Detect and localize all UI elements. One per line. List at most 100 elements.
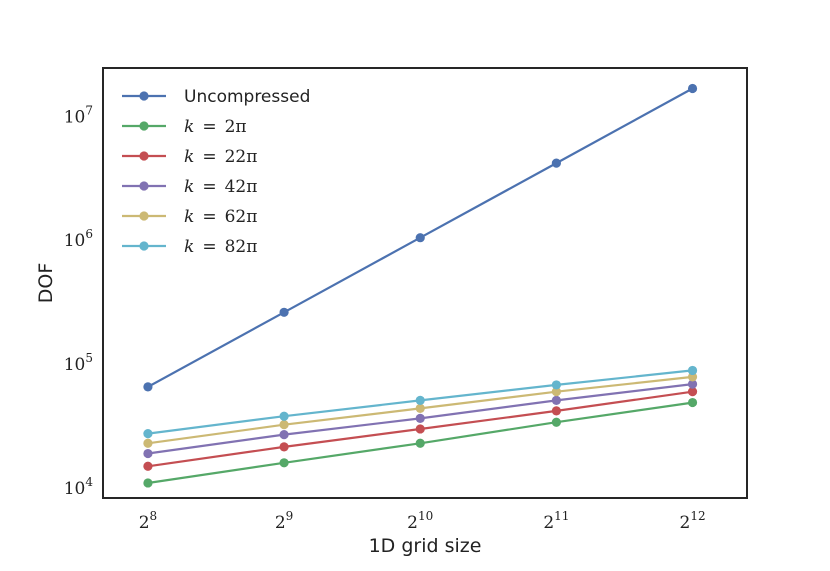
legend-label-eq-5: = <box>202 237 216 257</box>
x-tick-label-0-exponent: 8 <box>150 509 158 523</box>
data-point-4-0 <box>143 438 153 448</box>
legend-label-3: k = 42π <box>184 177 257 197</box>
legend-label-1: k = 2π <box>184 117 247 137</box>
x-tick-label-2-base: 2 <box>407 513 418 533</box>
series-5 <box>143 365 698 439</box>
data-point-4-1 <box>279 420 289 430</box>
legend-item-3: k = 42π <box>122 177 257 197</box>
legend-label-eq-1: = <box>202 117 216 137</box>
data-point-0-2 <box>415 233 425 243</box>
y-tick-label-0-base: 10 <box>64 479 86 499</box>
y-tick-label-3-base: 10 <box>64 107 86 127</box>
legend-label-var-4: k <box>184 207 194 227</box>
x-tick-label-4-base: 2 <box>679 513 690 533</box>
data-point-0-0 <box>143 382 153 392</box>
series-1 <box>143 397 698 488</box>
legend-label-4: k = 62π <box>184 207 257 227</box>
legend-label-value-4: 62π <box>225 207 258 227</box>
legend-label-value-1: 2π <box>225 117 247 137</box>
y-tick-label-2: 106 <box>64 227 93 251</box>
x-tick-label-0-base: 2 <box>139 513 150 533</box>
x-axis-label: 1D grid size <box>369 535 482 557</box>
data-point-5-0 <box>143 429 153 439</box>
y-tick-label-2-exponent: 6 <box>85 227 93 241</box>
data-point-1-2 <box>415 438 425 448</box>
legend-label-2: k = 22π <box>184 147 257 167</box>
legend-label-eq-3: = <box>202 177 216 197</box>
x-tick-label-1-base: 2 <box>275 513 286 533</box>
legend-label-eq-2: = <box>202 147 216 167</box>
legend-marker-3 <box>139 181 149 191</box>
x-tick-label-1-exponent: 9 <box>286 509 294 523</box>
legend-marker-4 <box>139 211 149 221</box>
legend-item-5: k = 82π <box>122 237 257 257</box>
x-tick-label-3: 211 <box>543 509 569 533</box>
legend-marker-0 <box>139 91 149 101</box>
data-point-3-0 <box>143 448 153 459</box>
legend-label-var-1: k <box>184 117 194 137</box>
x-tick-label-2: 210 <box>407 509 433 533</box>
legend-label-value-5: 82π <box>225 237 258 257</box>
data-point-5-2 <box>415 395 425 406</box>
legend-label-0: Uncompressed <box>184 87 310 107</box>
data-point-2-2 <box>415 424 425 434</box>
series-0 <box>143 83 698 392</box>
x-tick-label-3-exponent: 11 <box>554 509 569 523</box>
legend-label-var-3: k <box>184 177 194 197</box>
legend-item-1: k = 2π <box>122 117 247 137</box>
legend-label-var-5: k <box>184 237 194 257</box>
y-tick-label-1-base: 10 <box>64 355 86 375</box>
data-point-5-1 <box>279 411 289 421</box>
series-4 <box>143 372 698 448</box>
series-3 <box>143 379 698 459</box>
y-tick-label-0-exponent: 4 <box>85 475 93 489</box>
x-tick-label-4: 212 <box>679 509 705 533</box>
x-tick-label-3-base: 2 <box>543 513 554 533</box>
data-point-1-1 <box>279 458 289 468</box>
x-tick-label-4-exponent: 12 <box>690 509 705 523</box>
data-point-1-0 <box>143 478 153 488</box>
x-axis-ticks: 28 29 210 211 212 <box>139 509 706 533</box>
data-point-0-1 <box>279 307 289 317</box>
legend-marker-5 <box>139 241 149 251</box>
data-point-2-3 <box>551 406 561 416</box>
y-axis-label: DOF <box>35 263 57 304</box>
legend-marker-1 <box>139 121 149 131</box>
legend-label-value-2: 22π <box>225 147 258 167</box>
data-point-5-3 <box>551 380 561 390</box>
y-tick-label-0: 104 <box>64 475 94 499</box>
data-point-2-0 <box>143 461 153 471</box>
data-point-1-4 <box>687 397 698 408</box>
data-point-2-1 <box>279 442 289 452</box>
data-point-4-3 <box>551 387 561 397</box>
x-tick-label-1: 29 <box>275 509 293 533</box>
data-point-4-2 <box>415 403 425 413</box>
legend-label-eq-4: = <box>202 207 216 227</box>
series-layer <box>143 83 698 488</box>
data-point-3-1 <box>279 430 289 440</box>
legend-label-var-2: k <box>184 147 194 167</box>
series-2 <box>143 387 698 471</box>
legend: Uncompressed k = 2π k = 22π k = 42π k = 62π k = 82π <box>122 87 310 257</box>
data-point-4-4 <box>687 372 698 382</box>
y-tick-label-3-exponent: 7 <box>85 103 93 117</box>
y-tick-label-3: 107 <box>64 103 93 127</box>
data-point-1-3 <box>551 417 561 427</box>
data-point-5-4 <box>687 365 698 376</box>
y-tick-label-1-exponent: 5 <box>85 351 93 365</box>
legend-item-0: Uncompressed <box>122 87 310 107</box>
data-point-3-2 <box>415 413 425 424</box>
x-tick-label-0: 28 <box>139 509 157 533</box>
plot-background <box>103 68 747 498</box>
data-point-2-4 <box>687 387 698 397</box>
data-point-3-3 <box>551 395 561 406</box>
legend-label-5: k = 82π <box>184 237 257 257</box>
plot-frame <box>102 67 748 499</box>
legend-item-2: k = 22π <box>122 147 257 167</box>
legend-label-value-3: 42π <box>225 177 258 197</box>
legend-item-4: k = 62π <box>122 207 257 227</box>
y-tick-label-1: 105 <box>64 351 93 375</box>
data-point-3-4 <box>687 379 698 389</box>
